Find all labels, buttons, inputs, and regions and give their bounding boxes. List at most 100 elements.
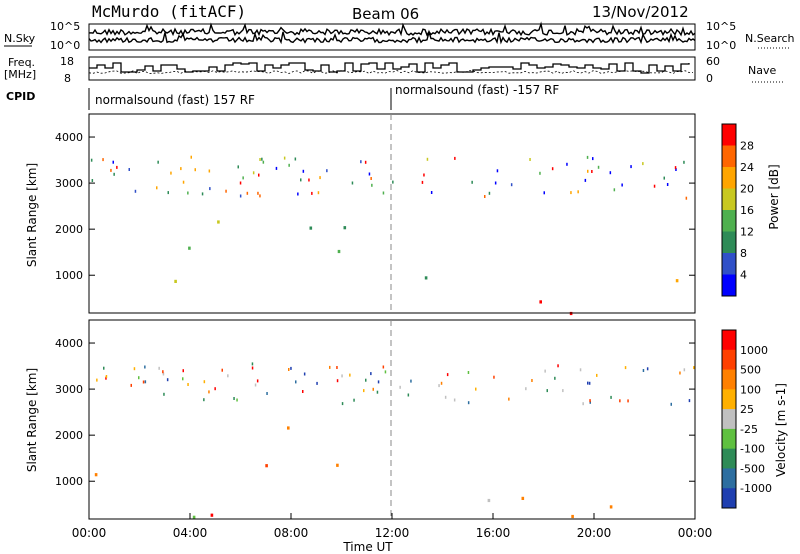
cell-83: [144, 380, 147, 384]
noise-line-0: [88, 21, 696, 37]
cell-49: [488, 191, 491, 195]
cell-52: [371, 183, 373, 187]
cell-75: [112, 160, 114, 164]
cell-31: [239, 194, 242, 198]
cell-28: [577, 190, 579, 194]
cell-2: [188, 246, 191, 250]
cell-61: [508, 397, 510, 401]
cbar-tick-0: 28: [740, 140, 754, 153]
cell-20: [294, 157, 297, 161]
cell-14: [288, 163, 290, 167]
cell-48: [551, 167, 554, 171]
cell-35: [157, 160, 159, 164]
cell-67: [363, 389, 365, 393]
cell-95: [303, 372, 306, 376]
velocity-xticks: 00:00 04:00 08:00 12:00 16:00 20:00 00:00: [72, 513, 713, 540]
cell-29: [351, 181, 354, 185]
cell-36: [251, 366, 254, 370]
cell-7: [675, 279, 679, 283]
cell-23: [493, 375, 495, 379]
xtick-label-4: 16:00: [476, 526, 511, 540]
cell-58: [102, 158, 104, 162]
cell-56: [674, 166, 677, 170]
noise-right-tick-top: 10^5: [706, 20, 736, 33]
cell-50: [262, 160, 265, 164]
cell-46: [316, 381, 318, 385]
cell-0: [174, 279, 177, 283]
cell-13: [557, 364, 559, 368]
cell-77: [182, 180, 185, 184]
cbar-swatch-7: [722, 468, 736, 489]
cell-16: [302, 169, 305, 173]
cell-94: [683, 368, 686, 372]
cell-69: [201, 192, 204, 196]
cell-59: [128, 168, 130, 171]
cell-46: [630, 165, 632, 169]
cell-1: [217, 220, 220, 224]
cell-9: [571, 514, 574, 519]
cell-75: [384, 370, 387, 374]
cell-88: [259, 158, 261, 161]
freq-label-2: [MHz]: [4, 68, 36, 81]
cell-22: [642, 369, 645, 372]
cell-27: [683, 160, 685, 164]
cell-17: [471, 180, 473, 184]
ytick-label-0: 1000: [55, 269, 83, 282]
cell-50: [138, 376, 140, 380]
cell-4: [337, 249, 341, 254]
beam-title: Beam 06: [352, 5, 419, 23]
cell-84: [319, 176, 321, 180]
cell-62: [295, 380, 297, 384]
cell-64: [566, 162, 568, 166]
cell-35: [336, 366, 338, 369]
xtick-label-2: 08:00: [274, 526, 309, 540]
cell-57: [336, 379, 339, 383]
cell-47: [162, 372, 165, 376]
cell-45: [227, 374, 229, 378]
cell-98: [156, 186, 158, 190]
cell-32: [597, 165, 600, 169]
cell-85: [257, 191, 259, 195]
cell-80: [426, 157, 429, 161]
cell-70: [162, 370, 164, 374]
cell-3: [336, 463, 339, 467]
cell-51: [236, 398, 238, 402]
cbar-tick-5: 8: [740, 247, 747, 260]
cell-2: [94, 473, 98, 477]
cell-22: [584, 178, 587, 182]
cell-21: [326, 169, 328, 173]
cell-64: [688, 399, 691, 403]
noise-right-tick-bottom: 10^0: [706, 39, 736, 52]
cell-72: [349, 373, 351, 377]
cell-94: [609, 171, 612, 175]
freq-right-tick-bottom: 0: [706, 72, 713, 85]
cell-11: [539, 171, 541, 175]
cell-61: [382, 191, 385, 195]
cell-95: [529, 158, 531, 161]
freq-label-1: Freq.: [8, 56, 35, 69]
cell-86: [283, 156, 286, 160]
cbar-swatch-0: [722, 124, 736, 146]
freq-left-tick-bottom: 8: [64, 72, 71, 85]
xtick-label-1: 04:00: [173, 526, 208, 540]
cell-54: [444, 395, 447, 399]
velocity-xlabel: Time UT: [342, 540, 393, 554]
cell-12: [239, 181, 242, 185]
cell-15: [214, 387, 216, 391]
cell-67: [570, 191, 572, 195]
cbar-swatch-1: [722, 349, 736, 371]
cell-89: [261, 157, 263, 161]
xtick-label-6: 00:00: [678, 526, 713, 540]
cell-84: [407, 393, 410, 397]
cell-82: [592, 157, 594, 161]
cbar-tick-1: 500: [740, 364, 761, 377]
cbar-frame: [721, 123, 737, 297]
cell-23: [187, 191, 189, 195]
cell-24: [254, 383, 257, 387]
cell-31: [579, 368, 582, 372]
cell-87: [453, 398, 456, 402]
xtick-label-0: 00:00: [72, 526, 107, 540]
cbar-tick-2: 100: [740, 383, 761, 396]
cell-58: [105, 376, 107, 380]
